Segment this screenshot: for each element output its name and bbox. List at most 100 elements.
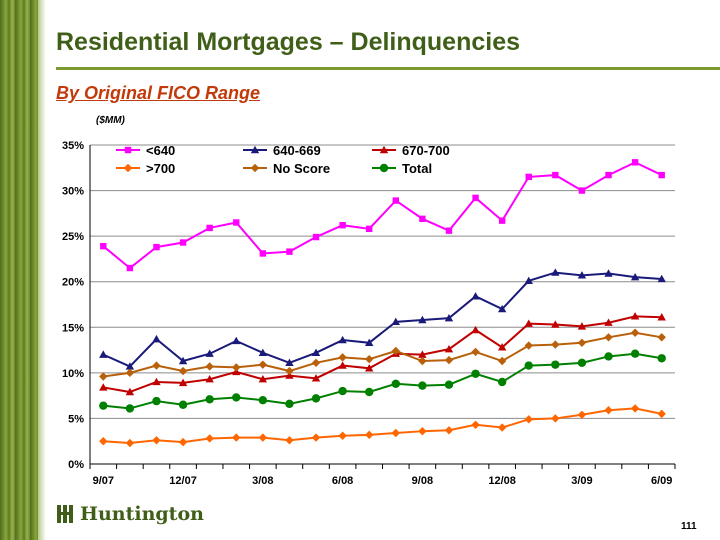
data-point: [311, 348, 321, 357]
data-point: [232, 336, 241, 345]
legend-marker: [250, 163, 260, 173]
x-tick-label: 6/08: [332, 475, 353, 487]
data-point: [152, 377, 161, 386]
data-point: [205, 375, 214, 383]
data-point: [658, 171, 665, 179]
data-point: [125, 362, 135, 370]
data-point: [99, 350, 108, 358]
series-line: [102, 271, 662, 368]
data-point: [418, 381, 427, 390]
sidebar-decoration: [0, 0, 38, 540]
data-point: [205, 434, 214, 443]
data-point: [365, 338, 374, 346]
data-point: [100, 242, 107, 250]
data-point: [338, 361, 347, 369]
data-point: [471, 325, 480, 334]
data-point: [604, 333, 613, 342]
logo-text: Huntington: [80, 503, 204, 525]
x-tick-label: 6/09: [651, 475, 672, 487]
unit-label: ($MM): [96, 115, 125, 126]
data-point: [551, 414, 560, 423]
data-point: [152, 436, 161, 445]
data-point: [657, 354, 666, 363]
x-tick-label: 9/07: [93, 475, 114, 487]
data-point: [338, 353, 347, 362]
data-point: [497, 304, 507, 313]
series-line: [102, 161, 663, 270]
data-point: [258, 375, 268, 383]
legend-marker: [379, 145, 389, 154]
slide-subtitle: By Original FICO Range: [56, 83, 261, 103]
y-tick-label: 30%: [62, 186, 84, 198]
data-point: [525, 173, 532, 181]
data-point: [178, 400, 188, 409]
data-point: [365, 387, 374, 397]
data-point: [577, 338, 587, 347]
data-point: [444, 344, 454, 353]
data-point: [524, 319, 533, 327]
data-point: [391, 379, 400, 388]
legend-label: Total: [402, 161, 432, 176]
x-tick-label: 12/08: [488, 475, 516, 487]
data-point: [498, 217, 506, 224]
data-point: [391, 428, 400, 438]
data-point: [391, 317, 400, 326]
data-point: [233, 219, 240, 226]
y-tick-label: 15%: [62, 322, 84, 334]
data-point: [418, 315, 427, 324]
sidebar-fade: [38, 0, 46, 540]
x-tick-label: 9/08: [412, 475, 433, 487]
data-point: [339, 222, 346, 229]
data-point: [152, 361, 161, 370]
data-point: [630, 312, 640, 320]
data-point: [604, 269, 613, 277]
data-point: [312, 233, 320, 241]
data-point: [392, 197, 399, 204]
legend-marker: [124, 146, 132, 154]
title-divider: [56, 67, 720, 70]
data-point: [630, 404, 640, 413]
data-point: [205, 349, 214, 357]
data-point: [365, 354, 374, 364]
legend-label: <640: [146, 143, 175, 158]
data-point: [497, 356, 507, 366]
data-point: [471, 292, 480, 300]
data-point: [605, 171, 612, 179]
series-line: [103, 352, 662, 410]
data-point: [444, 355, 454, 365]
series-line: [103, 315, 662, 394]
data-point: [178, 366, 188, 376]
data-point: [366, 225, 373, 233]
logo-icon: [57, 505, 73, 523]
data-point: [471, 420, 480, 430]
x-tick-label: 3/08: [252, 475, 273, 487]
data-point: [630, 349, 640, 358]
data-point: [205, 362, 214, 371]
data-point: [604, 352, 613, 361]
data-point: [258, 348, 268, 357]
data-point: [232, 433, 241, 442]
data-point: [338, 431, 347, 440]
legend-marker: [379, 163, 389, 173]
data-point: [577, 358, 587, 368]
data-point: [391, 346, 400, 356]
slide-title: Residential Mortgages – Delinquencies: [56, 28, 521, 56]
series-line: [103, 407, 662, 445]
data-point: [604, 406, 613, 415]
data-point: [472, 194, 479, 202]
data-point: [552, 171, 559, 179]
y-tick-label: 20%: [62, 277, 84, 289]
data-point: [524, 276, 533, 285]
data-point: [471, 347, 480, 357]
data-point: [99, 372, 108, 381]
data-point: [178, 378, 188, 387]
data-point: [205, 395, 214, 404]
data-point: [497, 377, 507, 387]
data-point: [657, 313, 666, 321]
data-point: [311, 374, 321, 382]
y-tick-label: 10%: [62, 368, 84, 380]
data-point: [126, 264, 134, 272]
data-point: [444, 426, 454, 435]
data-point: [631, 159, 639, 166]
data-point: [285, 358, 294, 367]
